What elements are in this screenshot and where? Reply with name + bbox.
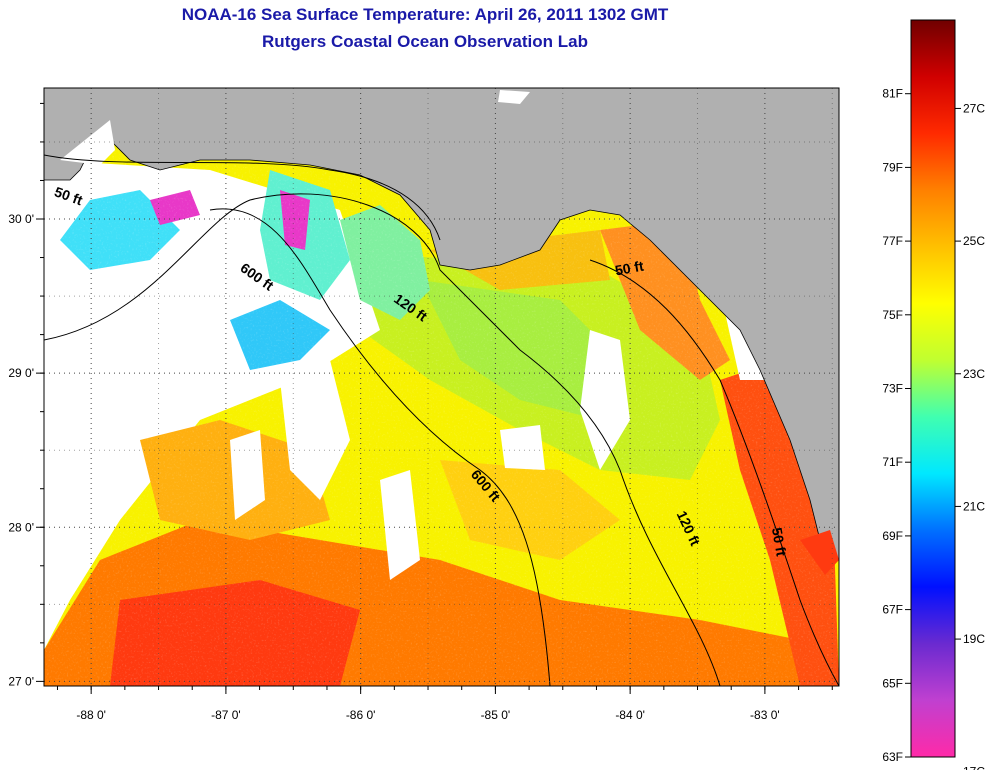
colorbar-f-label: 69F xyxy=(882,529,903,543)
map-title: NOAA-16 Sea Surface Temperature: April 2… xyxy=(181,5,669,24)
lat-tick-label: 29 0' xyxy=(8,366,34,380)
colorbar-c-label: 25C xyxy=(963,234,985,248)
lon-tick-label: -87 0' xyxy=(211,708,241,722)
colorbar-celsius-labels: 27C 25C 23C 21C 19C 17C xyxy=(955,101,985,770)
lon-tick-label: -88 0' xyxy=(76,708,106,722)
colorbar-c-label: 27C xyxy=(963,101,985,115)
map-plot-area xyxy=(44,88,839,686)
map-subtitle: Rutgers Coastal Ocean Observation Lab xyxy=(262,32,588,51)
colorbar-c-label: 21C xyxy=(963,499,985,513)
contour-50ft-east xyxy=(589,259,839,686)
colorbar-c-label: 17C xyxy=(963,765,985,770)
contour-50ft-north xyxy=(44,154,441,241)
colorbar-f-label: 67F xyxy=(882,603,903,617)
colorbar-f-label: 73F xyxy=(882,382,903,396)
map-frame xyxy=(43,87,840,687)
colorbar-f-label: 65F xyxy=(882,676,903,690)
tampa-bay-water xyxy=(800,530,839,575)
colorbar-c-label: 23C xyxy=(963,367,985,381)
contour-label: 50 ft xyxy=(769,526,790,557)
lat-tick-label: 28 0' xyxy=(8,520,34,534)
axis-ticks: -88 0' -87 0' -86 0' -85 0' -84 0' -83 0' 30 0… xyxy=(8,102,833,722)
colorbar-f-label: 77F xyxy=(882,234,903,248)
lon-tick-label: -85 0' xyxy=(481,708,511,722)
colorbar-f-label: 81F xyxy=(882,87,903,101)
contour-label: 50 ft xyxy=(614,258,645,279)
lat-tick-label: 30 0' xyxy=(8,212,34,226)
colorbar-c-label: 19C xyxy=(963,632,985,646)
lon-tick-label: -83 0' xyxy=(750,708,780,722)
depth-contours xyxy=(44,154,839,686)
colorbar-f-label: 71F xyxy=(882,455,903,469)
contour-120ft xyxy=(44,193,721,686)
colorbar-fahrenheit-labels: 81F 79F 77F 75F 73F 71F 69F 67F 65F 63F xyxy=(882,87,911,764)
colorbar-f-label: 63F xyxy=(882,750,903,764)
land-cloud-2 xyxy=(498,90,530,104)
land-cloud-1 xyxy=(60,120,115,165)
lat-tick-label: 27 0' xyxy=(8,674,34,688)
contour-600ft xyxy=(209,208,551,686)
lon-tick-label: -86 0' xyxy=(346,708,376,722)
colorbar-f-label: 75F xyxy=(882,308,903,322)
colorbar-scale xyxy=(910,19,956,758)
colorbar-f-label: 79F xyxy=(882,160,903,174)
lon-tick-label: -84 0' xyxy=(615,708,645,722)
